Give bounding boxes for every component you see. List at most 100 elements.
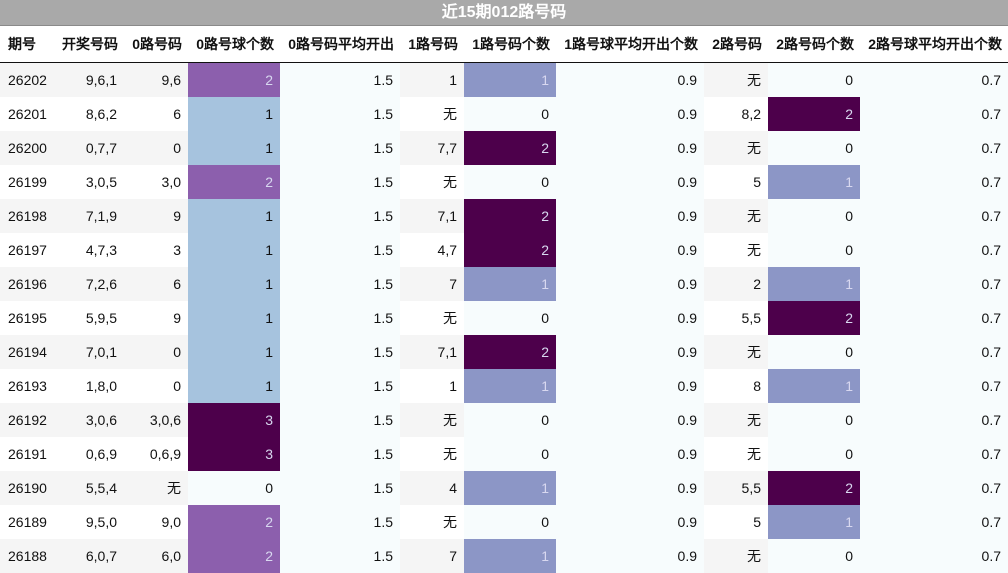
route0-avg-cell: 1.5 bbox=[280, 97, 400, 131]
route1-avg-cell: 0.9 bbox=[556, 97, 704, 131]
draw-cell: 3,0,5 bbox=[56, 165, 124, 199]
route2-count-cell: 0 bbox=[768, 335, 860, 369]
route0-numbers-cell: 0 bbox=[124, 335, 188, 369]
route1-count-cell: 2 bbox=[464, 233, 556, 267]
route2-numbers-cell: 5 bbox=[704, 165, 768, 199]
col-header-route0-count: 0路号球个数 bbox=[188, 26, 280, 63]
route1-numbers-cell: 7,1 bbox=[400, 199, 464, 233]
route1-numbers-cell: 7 bbox=[400, 539, 464, 573]
route0-count-cell: 3 bbox=[188, 437, 280, 471]
route-table: 期号 开奖号码 0路号码 0路号球个数 0路号码平均开出 1路号码 1路号码个数… bbox=[0, 26, 1008, 573]
issue-cell: 26201 bbox=[0, 97, 56, 131]
route2-avg-cell: 0.7 bbox=[860, 437, 1008, 471]
route2-numbers-cell: 2 bbox=[704, 267, 768, 301]
header-row: 期号 开奖号码 0路号码 0路号球个数 0路号码平均开出 1路号码 1路号码个数… bbox=[0, 26, 1008, 63]
route2-numbers-cell: 5,5 bbox=[704, 301, 768, 335]
route1-numbers-cell: 无 bbox=[400, 165, 464, 199]
route1-count-cell: 0 bbox=[464, 301, 556, 335]
route0-numbers-cell: 3,0 bbox=[124, 165, 188, 199]
route0-avg-cell: 1.5 bbox=[280, 233, 400, 267]
col-header-route1-count: 1路号码个数 bbox=[464, 26, 556, 63]
route0-count-cell: 1 bbox=[188, 369, 280, 403]
route0-count-cell: 1 bbox=[188, 131, 280, 165]
issue-cell: 26194 bbox=[0, 335, 56, 369]
issue-cell: 26198 bbox=[0, 199, 56, 233]
issue-cell: 26188 bbox=[0, 539, 56, 573]
route2-count-cell: 0 bbox=[768, 539, 860, 573]
route0-count-cell: 1 bbox=[188, 199, 280, 233]
route1-avg-cell: 0.9 bbox=[556, 199, 704, 233]
issue-cell: 26197 bbox=[0, 233, 56, 267]
route2-avg-cell: 0.7 bbox=[860, 539, 1008, 573]
route0-numbers-cell: 6 bbox=[124, 267, 188, 301]
route1-count-cell: 2 bbox=[464, 199, 556, 233]
route2-count-cell: 0 bbox=[768, 233, 860, 267]
route1-numbers-cell: 7,7 bbox=[400, 131, 464, 165]
route1-avg-cell: 0.9 bbox=[556, 131, 704, 165]
route1-numbers-cell: 无 bbox=[400, 301, 464, 335]
col-header-route1-avg: 1路号球平均开出个数 bbox=[556, 26, 704, 63]
route2-avg-cell: 0.7 bbox=[860, 369, 1008, 403]
route1-avg-cell: 0.9 bbox=[556, 267, 704, 301]
route0-count-cell: 1 bbox=[188, 335, 280, 369]
route0-numbers-cell: 无 bbox=[124, 471, 188, 505]
route2-avg-cell: 0.7 bbox=[860, 233, 1008, 267]
route0-count-cell: 1 bbox=[188, 233, 280, 267]
route0-numbers-cell: 9,0 bbox=[124, 505, 188, 539]
issue-cell: 26202 bbox=[0, 63, 56, 98]
route0-avg-cell: 1.5 bbox=[280, 131, 400, 165]
route0-numbers-cell: 0,6,9 bbox=[124, 437, 188, 471]
route1-avg-cell: 0.9 bbox=[556, 403, 704, 437]
route2-count-cell: 1 bbox=[768, 267, 860, 301]
route0-count-cell: 2 bbox=[188, 63, 280, 98]
issue-cell: 26193 bbox=[0, 369, 56, 403]
route1-numbers-cell: 无 bbox=[400, 403, 464, 437]
route2-count-cell: 0 bbox=[768, 199, 860, 233]
route1-avg-cell: 0.9 bbox=[556, 165, 704, 199]
route1-count-cell: 1 bbox=[464, 539, 556, 573]
route0-avg-cell: 1.5 bbox=[280, 335, 400, 369]
route2-avg-cell: 0.7 bbox=[860, 267, 1008, 301]
route0-numbers-cell: 9 bbox=[124, 301, 188, 335]
route0-avg-cell: 1.5 bbox=[280, 403, 400, 437]
col-header-route2-avg: 2路号球平均开出个数 bbox=[860, 26, 1008, 63]
route1-count-cell: 0 bbox=[464, 505, 556, 539]
route0-count-cell: 1 bbox=[188, 267, 280, 301]
draw-cell: 7,1,9 bbox=[56, 199, 124, 233]
col-header-draw: 开奖号码 bbox=[56, 26, 124, 63]
route1-numbers-cell: 无 bbox=[400, 437, 464, 471]
route1-count-cell: 0 bbox=[464, 97, 556, 131]
route1-numbers-cell: 7 bbox=[400, 267, 464, 301]
route2-count-cell: 0 bbox=[768, 437, 860, 471]
route2-count-cell: 2 bbox=[768, 301, 860, 335]
route0-count-cell: 3 bbox=[188, 403, 280, 437]
draw-cell: 9,6,1 bbox=[56, 63, 124, 98]
route0-avg-cell: 1.5 bbox=[280, 301, 400, 335]
col-header-issue: 期号 bbox=[0, 26, 56, 63]
col-header-route2-count: 2路号码个数 bbox=[768, 26, 860, 63]
route0-count-cell: 1 bbox=[188, 97, 280, 131]
issue-cell: 26196 bbox=[0, 267, 56, 301]
route0-count-cell: 2 bbox=[188, 165, 280, 199]
col-header-route0-numbers: 0路号码 bbox=[124, 26, 188, 63]
route2-count-cell: 1 bbox=[768, 369, 860, 403]
route2-count-cell: 2 bbox=[768, 97, 860, 131]
route2-avg-cell: 0.7 bbox=[860, 63, 1008, 98]
col-header-route1-numbers: 1路号码 bbox=[400, 26, 464, 63]
route2-numbers-cell: 无 bbox=[704, 63, 768, 98]
route2-avg-cell: 0.7 bbox=[860, 335, 1008, 369]
route2-count-cell: 0 bbox=[768, 403, 860, 437]
route1-numbers-cell: 无 bbox=[400, 97, 464, 131]
route1-avg-cell: 0.9 bbox=[556, 63, 704, 98]
draw-cell: 3,0,6 bbox=[56, 403, 124, 437]
route1-count-cell: 2 bbox=[464, 335, 556, 369]
route1-avg-cell: 0.9 bbox=[556, 335, 704, 369]
route2-numbers-cell: 无 bbox=[704, 539, 768, 573]
route2-avg-cell: 0.7 bbox=[860, 471, 1008, 505]
issue-cell: 26191 bbox=[0, 437, 56, 471]
draw-cell: 7,2,6 bbox=[56, 267, 124, 301]
